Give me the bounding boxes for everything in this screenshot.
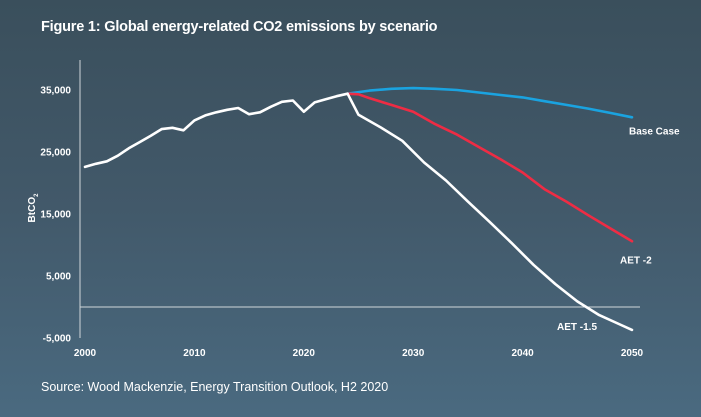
series-line-historical: [83, 92, 349, 169]
y-axis-label: BtCO2: [27, 193, 40, 223]
x-tick-label: 2030: [402, 348, 425, 359]
x-tick-label: 2040: [511, 348, 534, 359]
chart-title: Figure 1: Global energy-related CO2 emis…: [41, 19, 438, 35]
series-label-base-case: Base Case: [629, 126, 680, 137]
y-tick-label: 35,000: [40, 86, 71, 97]
source-note: Source: Wood Mackenzie, Energy Transitio…: [41, 380, 389, 394]
x-tick-label: 2000: [74, 348, 97, 359]
x-tick-label: 2010: [183, 348, 206, 359]
series-line-aet-2: [346, 92, 634, 243]
series-label-aet-2: AET -2: [620, 255, 652, 266]
x-tick-label: 2020: [293, 348, 316, 359]
y-tick-label: -5,000: [43, 334, 72, 345]
x-tick-label: 2050: [621, 348, 644, 359]
y-axis-label-subscript: 2: [34, 193, 40, 197]
y-tick-label: 25,000: [40, 148, 71, 159]
series-line-base-case: [346, 86, 634, 119]
y-tick-label: 15,000: [40, 210, 71, 221]
y-tick-label: 5,000: [46, 272, 71, 283]
series-line-aet-1-5: [346, 92, 634, 332]
series-label-aet-1-5: AET -1.5: [557, 322, 597, 333]
